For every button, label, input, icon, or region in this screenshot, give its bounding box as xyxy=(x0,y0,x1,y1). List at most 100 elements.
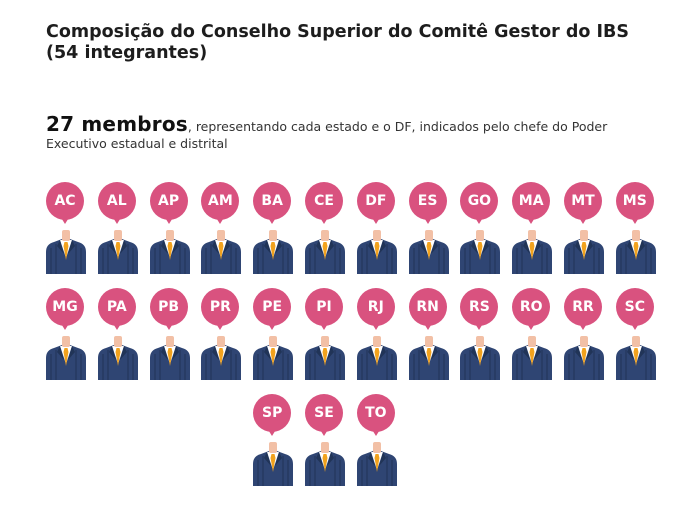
member-ac: AC xyxy=(44,182,88,274)
member-ms: MS xyxy=(614,182,658,274)
bubble-tail xyxy=(215,216,226,224)
member-pa: PA xyxy=(96,288,140,380)
bubble-tail xyxy=(267,428,278,436)
bubble-tail xyxy=(578,322,588,330)
person-suit-icon xyxy=(407,224,451,274)
member-pi: PI xyxy=(303,288,347,380)
member-label: RJ xyxy=(356,288,395,326)
member-label: RS xyxy=(460,288,499,326)
person-suit-icon xyxy=(148,330,192,380)
bubble-tail xyxy=(215,322,226,330)
member-pe: PE xyxy=(251,288,295,380)
member-ba: BA xyxy=(251,182,295,274)
member-label: PB xyxy=(149,288,188,326)
member-ce: CE xyxy=(303,182,347,274)
person-suit-icon xyxy=(251,436,295,486)
member-label: RR xyxy=(564,288,602,326)
bubble-tail xyxy=(370,428,381,436)
member-label: AP xyxy=(149,182,188,220)
member-label: PR xyxy=(201,288,240,326)
member-label: BA xyxy=(253,182,292,220)
member-es: ES xyxy=(407,182,451,274)
bubble-tail xyxy=(370,216,381,224)
person-suit-icon xyxy=(251,224,295,274)
member-label: SP xyxy=(253,394,292,432)
member-ap: AP xyxy=(148,182,192,274)
person-suit-icon xyxy=(562,224,606,274)
member-label: GO xyxy=(460,182,499,220)
person-suit-icon xyxy=(407,330,451,380)
member-label: RO xyxy=(512,288,551,326)
member-label: ES xyxy=(408,182,447,220)
subtitle-text: , representando cada estado e o DF, indi… xyxy=(46,119,608,151)
bubble-tail xyxy=(267,216,278,224)
person-suit-icon xyxy=(614,330,658,380)
page-title: Composição do Conselho Superior do Comit… xyxy=(46,22,629,63)
bubble-tail xyxy=(111,322,122,330)
member-label: PA xyxy=(97,288,136,326)
bubble-tail xyxy=(267,322,278,330)
bubble-tail xyxy=(163,216,174,224)
bubble-tail xyxy=(474,216,485,224)
bubble-tail xyxy=(163,322,174,330)
member-label: DF xyxy=(356,182,395,220)
bubble-tail xyxy=(370,322,381,330)
member-rn: RN xyxy=(407,288,451,380)
member-label: MT xyxy=(564,182,602,220)
person-suit-icon xyxy=(44,330,88,380)
member-ma: MA xyxy=(510,182,554,274)
member-label: MS xyxy=(615,182,654,220)
bubble-tail xyxy=(60,322,70,330)
person-suit-icon xyxy=(199,224,243,274)
member-label: CE xyxy=(305,182,343,220)
person-suit-icon xyxy=(251,330,295,380)
person-suit-icon xyxy=(303,330,347,380)
member-am: AM xyxy=(199,182,243,274)
person-suit-icon xyxy=(303,436,347,486)
person-suit-icon xyxy=(199,330,243,380)
member-label: SC xyxy=(615,288,654,326)
person-suit-icon xyxy=(562,330,606,380)
person-suit-icon xyxy=(614,224,658,274)
member-ro: RO xyxy=(510,288,554,380)
member-rj: RJ xyxy=(355,288,399,380)
member-label: MG xyxy=(46,288,84,326)
person-suit-icon xyxy=(510,330,554,380)
member-sp: SP xyxy=(251,394,295,486)
person-suit-icon xyxy=(355,224,399,274)
member-label: AL xyxy=(97,182,136,220)
bubble-tail xyxy=(629,322,640,330)
person-suit-icon xyxy=(458,224,502,274)
member-se: SE xyxy=(303,394,347,486)
member-pr: PR xyxy=(199,288,243,380)
bubble-tail xyxy=(319,322,329,330)
member-rr: RR xyxy=(562,288,606,380)
member-label: AM xyxy=(201,182,240,220)
person-suit-icon xyxy=(96,330,140,380)
person-suit-icon xyxy=(355,436,399,486)
bubble-tail xyxy=(319,428,329,436)
member-mg: MG xyxy=(44,288,88,380)
person-suit-icon xyxy=(148,224,192,274)
bubble-tail xyxy=(111,216,122,224)
member-label: SE xyxy=(305,394,343,432)
person-suit-icon xyxy=(303,224,347,274)
bubble-tail xyxy=(422,216,433,224)
bubble-tail xyxy=(474,322,485,330)
subtitle: 27 membros, representando cada estado e … xyxy=(46,114,666,152)
member-label: TO xyxy=(356,394,395,432)
member-label: RN xyxy=(408,288,447,326)
member-to: TO xyxy=(355,394,399,486)
member-sc: SC xyxy=(614,288,658,380)
bubble-tail xyxy=(578,216,588,224)
member-label: MA xyxy=(512,182,551,220)
bubble-tail xyxy=(319,216,329,224)
member-label: AC xyxy=(46,182,84,220)
member-label: PE xyxy=(253,288,292,326)
member-rs: RS xyxy=(458,288,502,380)
member-label: PI xyxy=(305,288,343,326)
member-go: GO xyxy=(458,182,502,274)
person-suit-icon xyxy=(44,224,88,274)
member-mt: MT xyxy=(562,182,606,274)
